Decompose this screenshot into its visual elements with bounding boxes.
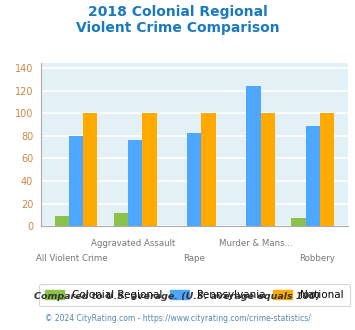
Bar	[69, 136, 83, 226]
Text: 2018 Colonial Regional: 2018 Colonial Regional	[88, 5, 267, 19]
Bar	[83, 114, 97, 226]
Text: Compared to U.S. average. (U.S. average equals 100): Compared to U.S. average. (U.S. average …	[34, 292, 321, 301]
Bar	[128, 141, 142, 226]
Bar	[201, 114, 215, 226]
Bar	[320, 114, 334, 226]
Text: All Violent Crime: All Violent Crime	[36, 254, 107, 263]
Bar	[55, 216, 69, 226]
Bar	[261, 114, 275, 226]
Legend: Colonial Regional, Pennsylvania, National: Colonial Regional, Pennsylvania, Nationa…	[39, 283, 350, 306]
Text: Rape: Rape	[184, 254, 205, 263]
Text: Murder & Mans...: Murder & Mans...	[219, 239, 293, 248]
Bar	[114, 213, 128, 226]
Text: © 2024 CityRating.com - https://www.cityrating.com/crime-statistics/: © 2024 CityRating.com - https://www.city…	[45, 314, 310, 323]
Bar	[291, 218, 306, 226]
Bar	[187, 133, 201, 226]
Bar	[246, 86, 261, 226]
Bar	[306, 126, 320, 226]
Bar	[142, 114, 157, 226]
Text: Violent Crime Comparison: Violent Crime Comparison	[76, 21, 279, 35]
Text: Robbery: Robbery	[299, 254, 335, 263]
Text: Aggravated Assault: Aggravated Assault	[91, 239, 175, 248]
